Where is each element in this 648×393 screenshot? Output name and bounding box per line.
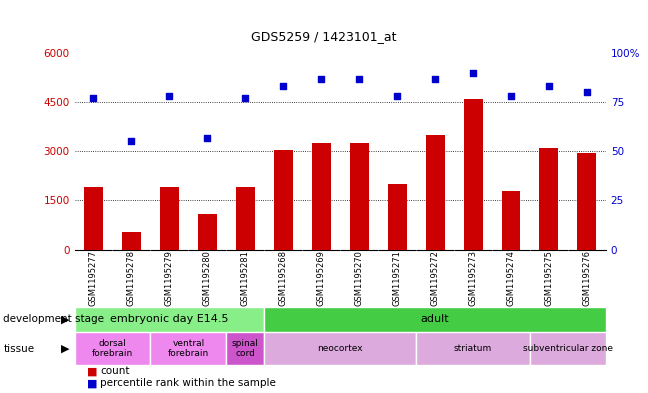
Bar xyxy=(236,187,255,250)
Text: GSM1195281: GSM1195281 xyxy=(241,250,250,306)
Text: tissue: tissue xyxy=(3,344,34,354)
Point xyxy=(544,83,554,90)
Text: GSM1195272: GSM1195272 xyxy=(430,250,439,306)
Point xyxy=(468,70,478,76)
Bar xyxy=(273,150,293,250)
Bar xyxy=(577,153,596,250)
Text: adult: adult xyxy=(421,314,450,324)
Point xyxy=(430,75,440,82)
Text: GSM1195269: GSM1195269 xyxy=(317,250,326,306)
Text: striatum: striatum xyxy=(454,344,492,353)
Text: ■: ■ xyxy=(87,378,98,388)
Text: GSM1195274: GSM1195274 xyxy=(507,250,516,306)
Bar xyxy=(426,135,445,250)
Text: GSM1195277: GSM1195277 xyxy=(89,250,98,306)
Text: ■: ■ xyxy=(87,366,98,376)
Point xyxy=(240,95,251,101)
Point xyxy=(316,75,327,82)
Text: ▶: ▶ xyxy=(60,344,69,354)
Text: GSM1195275: GSM1195275 xyxy=(544,250,553,306)
Point xyxy=(354,75,364,82)
Text: count: count xyxy=(100,366,130,376)
Text: GSM1195268: GSM1195268 xyxy=(279,250,288,306)
Text: GDS5259 / 1423101_at: GDS5259 / 1423101_at xyxy=(251,30,397,43)
Point xyxy=(506,93,516,99)
Bar xyxy=(75,332,150,365)
Point xyxy=(88,95,98,101)
Point xyxy=(582,89,592,95)
Bar xyxy=(160,187,179,250)
Text: spinal
cord: spinal cord xyxy=(232,339,259,358)
Bar xyxy=(122,231,141,250)
Text: GSM1195271: GSM1195271 xyxy=(393,250,402,306)
Bar xyxy=(530,332,606,365)
Text: GSM1195278: GSM1195278 xyxy=(127,250,136,306)
Bar xyxy=(463,99,483,250)
Text: development stage: development stage xyxy=(3,314,104,324)
Point xyxy=(126,138,137,145)
Text: ventral
forebrain: ventral forebrain xyxy=(168,339,209,358)
Text: embryonic day E14.5: embryonic day E14.5 xyxy=(110,314,229,324)
Text: dorsal
forebrain: dorsal forebrain xyxy=(92,339,133,358)
Text: GSM1195276: GSM1195276 xyxy=(583,250,592,306)
Text: GSM1195280: GSM1195280 xyxy=(203,250,212,306)
Point xyxy=(278,83,288,90)
Bar xyxy=(264,332,416,365)
Bar xyxy=(312,143,330,250)
Point xyxy=(164,93,174,99)
Bar xyxy=(150,332,226,365)
Text: neocortex: neocortex xyxy=(318,344,363,353)
Bar xyxy=(539,148,559,250)
Bar xyxy=(84,187,103,250)
Text: ▶: ▶ xyxy=(60,314,69,324)
Bar xyxy=(388,184,406,250)
Bar xyxy=(416,332,530,365)
Bar xyxy=(226,332,264,365)
Point xyxy=(392,93,402,99)
Text: GSM1195279: GSM1195279 xyxy=(165,250,174,306)
Point xyxy=(202,134,213,141)
Text: percentile rank within the sample: percentile rank within the sample xyxy=(100,378,276,388)
Bar xyxy=(198,213,217,250)
Text: GSM1195273: GSM1195273 xyxy=(469,250,478,306)
Text: GSM1195270: GSM1195270 xyxy=(354,250,364,306)
Bar xyxy=(75,307,264,332)
Bar xyxy=(350,143,369,250)
Bar xyxy=(264,307,606,332)
Bar xyxy=(502,191,520,250)
Text: subventricular zone: subventricular zone xyxy=(523,344,613,353)
